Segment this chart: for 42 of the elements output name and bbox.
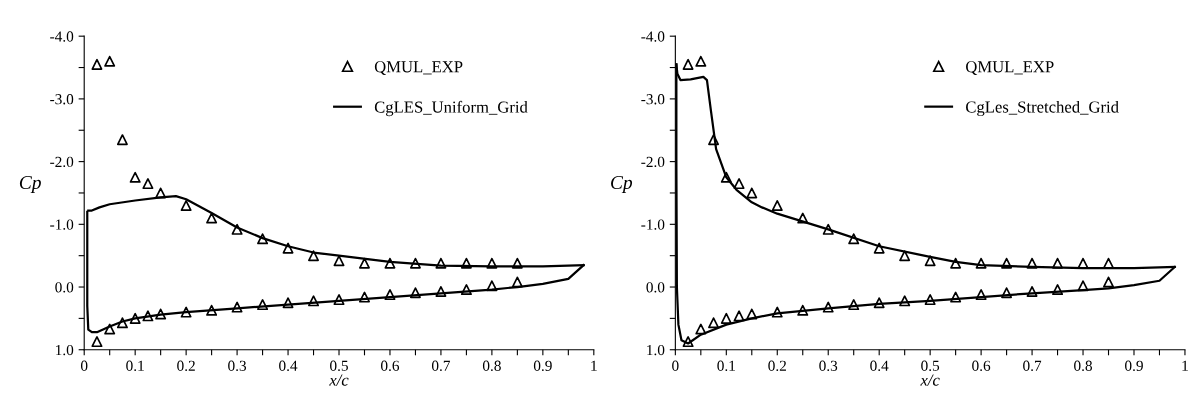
x-tick-label: 0.6 <box>972 360 991 371</box>
y-tick-label: -1.0 <box>50 219 74 230</box>
x-tick-label: 0.3 <box>819 360 838 371</box>
y-axis-title: Cp <box>19 175 41 193</box>
y-tick-label: -1.0 <box>641 219 665 230</box>
x-tick-label: 0.1 <box>126 360 144 371</box>
x-tick-label: 0.3 <box>228 360 247 371</box>
legend-label: CgLES_Uniform_Grid <box>374 100 528 117</box>
y-tick-label: 0.0 <box>646 282 665 293</box>
y-tick-label: -3.0 <box>50 94 74 105</box>
y-tick-label: 1.0 <box>647 344 665 356</box>
y-tick-label: 0.0 <box>55 282 74 293</box>
y-tick-label: 1.0 <box>56 344 74 356</box>
y-tick-label: -4.0 <box>641 31 665 42</box>
x-tick-label: 0.7 <box>431 360 451 371</box>
x-tick-label: 0.4 <box>870 360 889 371</box>
x-axis-title: x/c <box>329 374 349 386</box>
legend-label: QMUL_EXP <box>966 61 1054 75</box>
x-tick-label: 0.2 <box>177 360 195 371</box>
y-tick-label: -2.0 <box>50 156 74 168</box>
x-tick-label: 1 <box>591 360 597 371</box>
x-tick-label: 0.9 <box>533 360 552 371</box>
x-tick-label: 0 <box>80 360 88 371</box>
x-tick-label: 0.8 <box>1074 360 1092 371</box>
x-tick-label: 0.9 <box>1125 360 1143 371</box>
x-tick-label: 0.1 <box>717 360 735 371</box>
x-tick-label: 0.5 <box>921 360 940 371</box>
x-tick-label: 0 <box>672 360 679 371</box>
x-tick-label: 0.2 <box>768 360 786 371</box>
y-tick-label: -4.0 <box>50 31 74 42</box>
x-tick-label: 1 <box>1182 360 1188 371</box>
x-tick-label: 0.5 <box>330 360 348 371</box>
x-tick-label: 0.6 <box>381 360 400 371</box>
y-tick-label: -3.0 <box>641 94 665 105</box>
legend-label: QMUL_EXP <box>374 61 463 75</box>
legend-label: CgLes_Stretched_Grid <box>966 100 1119 117</box>
x-axis-title: x/c <box>920 374 940 386</box>
y-tick-label: -2.0 <box>641 156 665 168</box>
x-tick-label: 0.8 <box>482 360 501 371</box>
x-tick-label: 0.4 <box>279 360 298 371</box>
x-tick-label: 0.7 <box>1023 360 1042 371</box>
y-axis-title: Cp <box>611 175 633 193</box>
